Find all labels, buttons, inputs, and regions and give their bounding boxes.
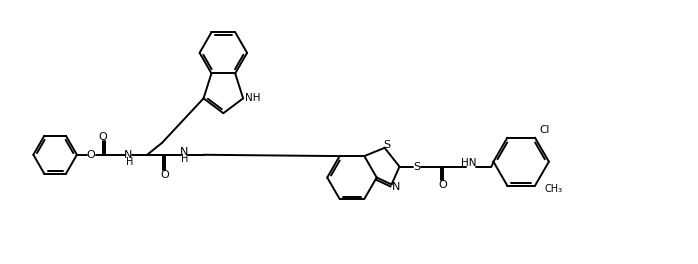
Text: N: N xyxy=(392,182,401,192)
Text: N: N xyxy=(124,150,133,160)
Text: S: S xyxy=(414,162,421,172)
Text: N: N xyxy=(179,147,188,157)
Text: CH₃: CH₃ xyxy=(545,184,563,194)
Text: O: O xyxy=(87,150,95,160)
Text: S: S xyxy=(383,140,390,150)
Text: Cl: Cl xyxy=(539,125,549,135)
Text: NH: NH xyxy=(245,93,261,103)
Text: O: O xyxy=(438,180,447,190)
Text: O: O xyxy=(161,169,170,180)
Text: HN: HN xyxy=(461,158,477,168)
Text: H: H xyxy=(181,154,188,164)
Text: O: O xyxy=(98,132,107,142)
Text: H: H xyxy=(126,157,133,167)
